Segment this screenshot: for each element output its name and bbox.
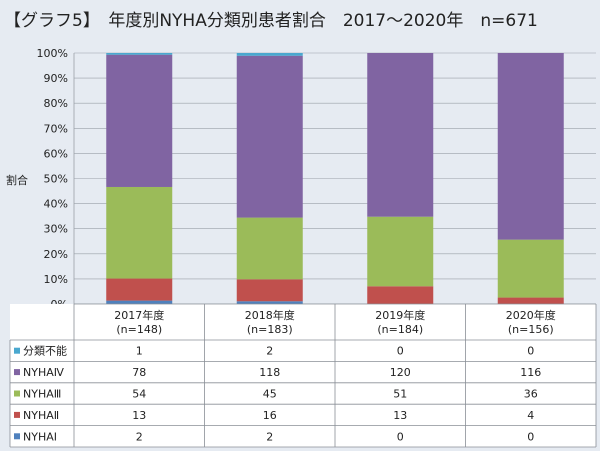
table-value: 13 xyxy=(393,409,407,422)
y-tick-label: 30% xyxy=(44,223,68,236)
table-value: 0 xyxy=(397,345,404,358)
y-tick-label: 80% xyxy=(44,97,68,110)
bar-segment xyxy=(236,53,303,56)
table-value: 16 xyxy=(263,409,277,422)
bar-segment xyxy=(106,53,173,55)
table-value: 116 xyxy=(520,366,541,379)
legend-marker xyxy=(14,433,20,440)
chart-title: 【グラフ5】 年度別NYHA分類別患者割合 2017～2020年 n=671 xyxy=(4,11,538,31)
x-tick-sublabel: (n=156) xyxy=(508,323,554,336)
y-tick-label: 60% xyxy=(44,147,68,160)
bar-segment xyxy=(106,54,173,187)
table-value: 51 xyxy=(393,388,407,401)
legend-label: NYHAⅡ xyxy=(23,409,59,422)
legend-label: 分類不能 xyxy=(23,344,67,358)
x-tick-label: 2020年度 xyxy=(506,308,556,322)
x-tick-sublabel: (n=183) xyxy=(247,323,293,336)
x-tick-label: 2019年度 xyxy=(375,308,425,322)
table-value: 0 xyxy=(527,430,534,443)
x-tick-sublabel: (n=184) xyxy=(377,323,423,336)
x-tick-sublabel: (n=148) xyxy=(116,323,162,336)
bar-segment xyxy=(497,239,564,298)
y-tick-label: 40% xyxy=(44,198,68,211)
y-tick-label: 90% xyxy=(44,72,68,85)
bar-segment xyxy=(106,278,173,301)
table-value: 36 xyxy=(524,388,538,401)
bar-segment xyxy=(367,286,434,304)
bar-segment xyxy=(106,186,173,279)
bar-segment xyxy=(367,53,434,217)
y-tick-label: 10% xyxy=(44,273,68,286)
table-value: 13 xyxy=(132,409,146,422)
y-axis-label: 割合 xyxy=(6,173,28,187)
legend-marker xyxy=(14,369,20,376)
table-value: 118 xyxy=(259,366,280,379)
bar-segment xyxy=(497,53,564,240)
table-value: 54 xyxy=(132,388,146,401)
y-tick-label: 70% xyxy=(44,122,68,135)
bar-segment xyxy=(106,300,173,304)
legend-marker xyxy=(14,411,20,418)
table-value: 2 xyxy=(266,345,273,358)
legend-marker xyxy=(14,390,20,397)
bars xyxy=(106,53,564,304)
table-background xyxy=(10,304,596,447)
table-value: 0 xyxy=(397,430,404,443)
legend-label: NYHAⅠ xyxy=(23,430,57,443)
legend-label: NYHAⅢ xyxy=(23,388,61,401)
table-value: 2 xyxy=(136,430,143,443)
table-value: 78 xyxy=(132,366,146,379)
x-tick-label: 2017年度 xyxy=(114,308,164,322)
table-value: 2 xyxy=(266,430,273,443)
legend-marker xyxy=(14,347,20,354)
legend-label: NYHAⅣ xyxy=(23,366,65,379)
y-tick-label: 100% xyxy=(37,47,68,60)
table-value: 45 xyxy=(263,388,277,401)
table-value: 0 xyxy=(527,345,534,358)
bar-segment xyxy=(236,301,303,304)
y-tick-labels: 0%10%20%30%40%50%60%70%80%90%100% xyxy=(37,47,68,311)
table-value: 120 xyxy=(390,366,411,379)
y-tick-label: 50% xyxy=(44,173,68,186)
bar-segment xyxy=(236,279,303,302)
table-value: 1 xyxy=(136,345,143,358)
bar-segment xyxy=(367,216,434,287)
bar-segment xyxy=(236,55,303,218)
bar-segment xyxy=(236,217,303,280)
table-value: 4 xyxy=(527,409,534,422)
data-table: 2017年度(n=148) 2018年度(n=183) 2019年度(n=184) 2… xyxy=(9,303,597,448)
x-tick-label: 2018年度 xyxy=(245,308,295,322)
y-tick-label: 20% xyxy=(44,248,68,261)
bar-segment xyxy=(497,297,564,304)
